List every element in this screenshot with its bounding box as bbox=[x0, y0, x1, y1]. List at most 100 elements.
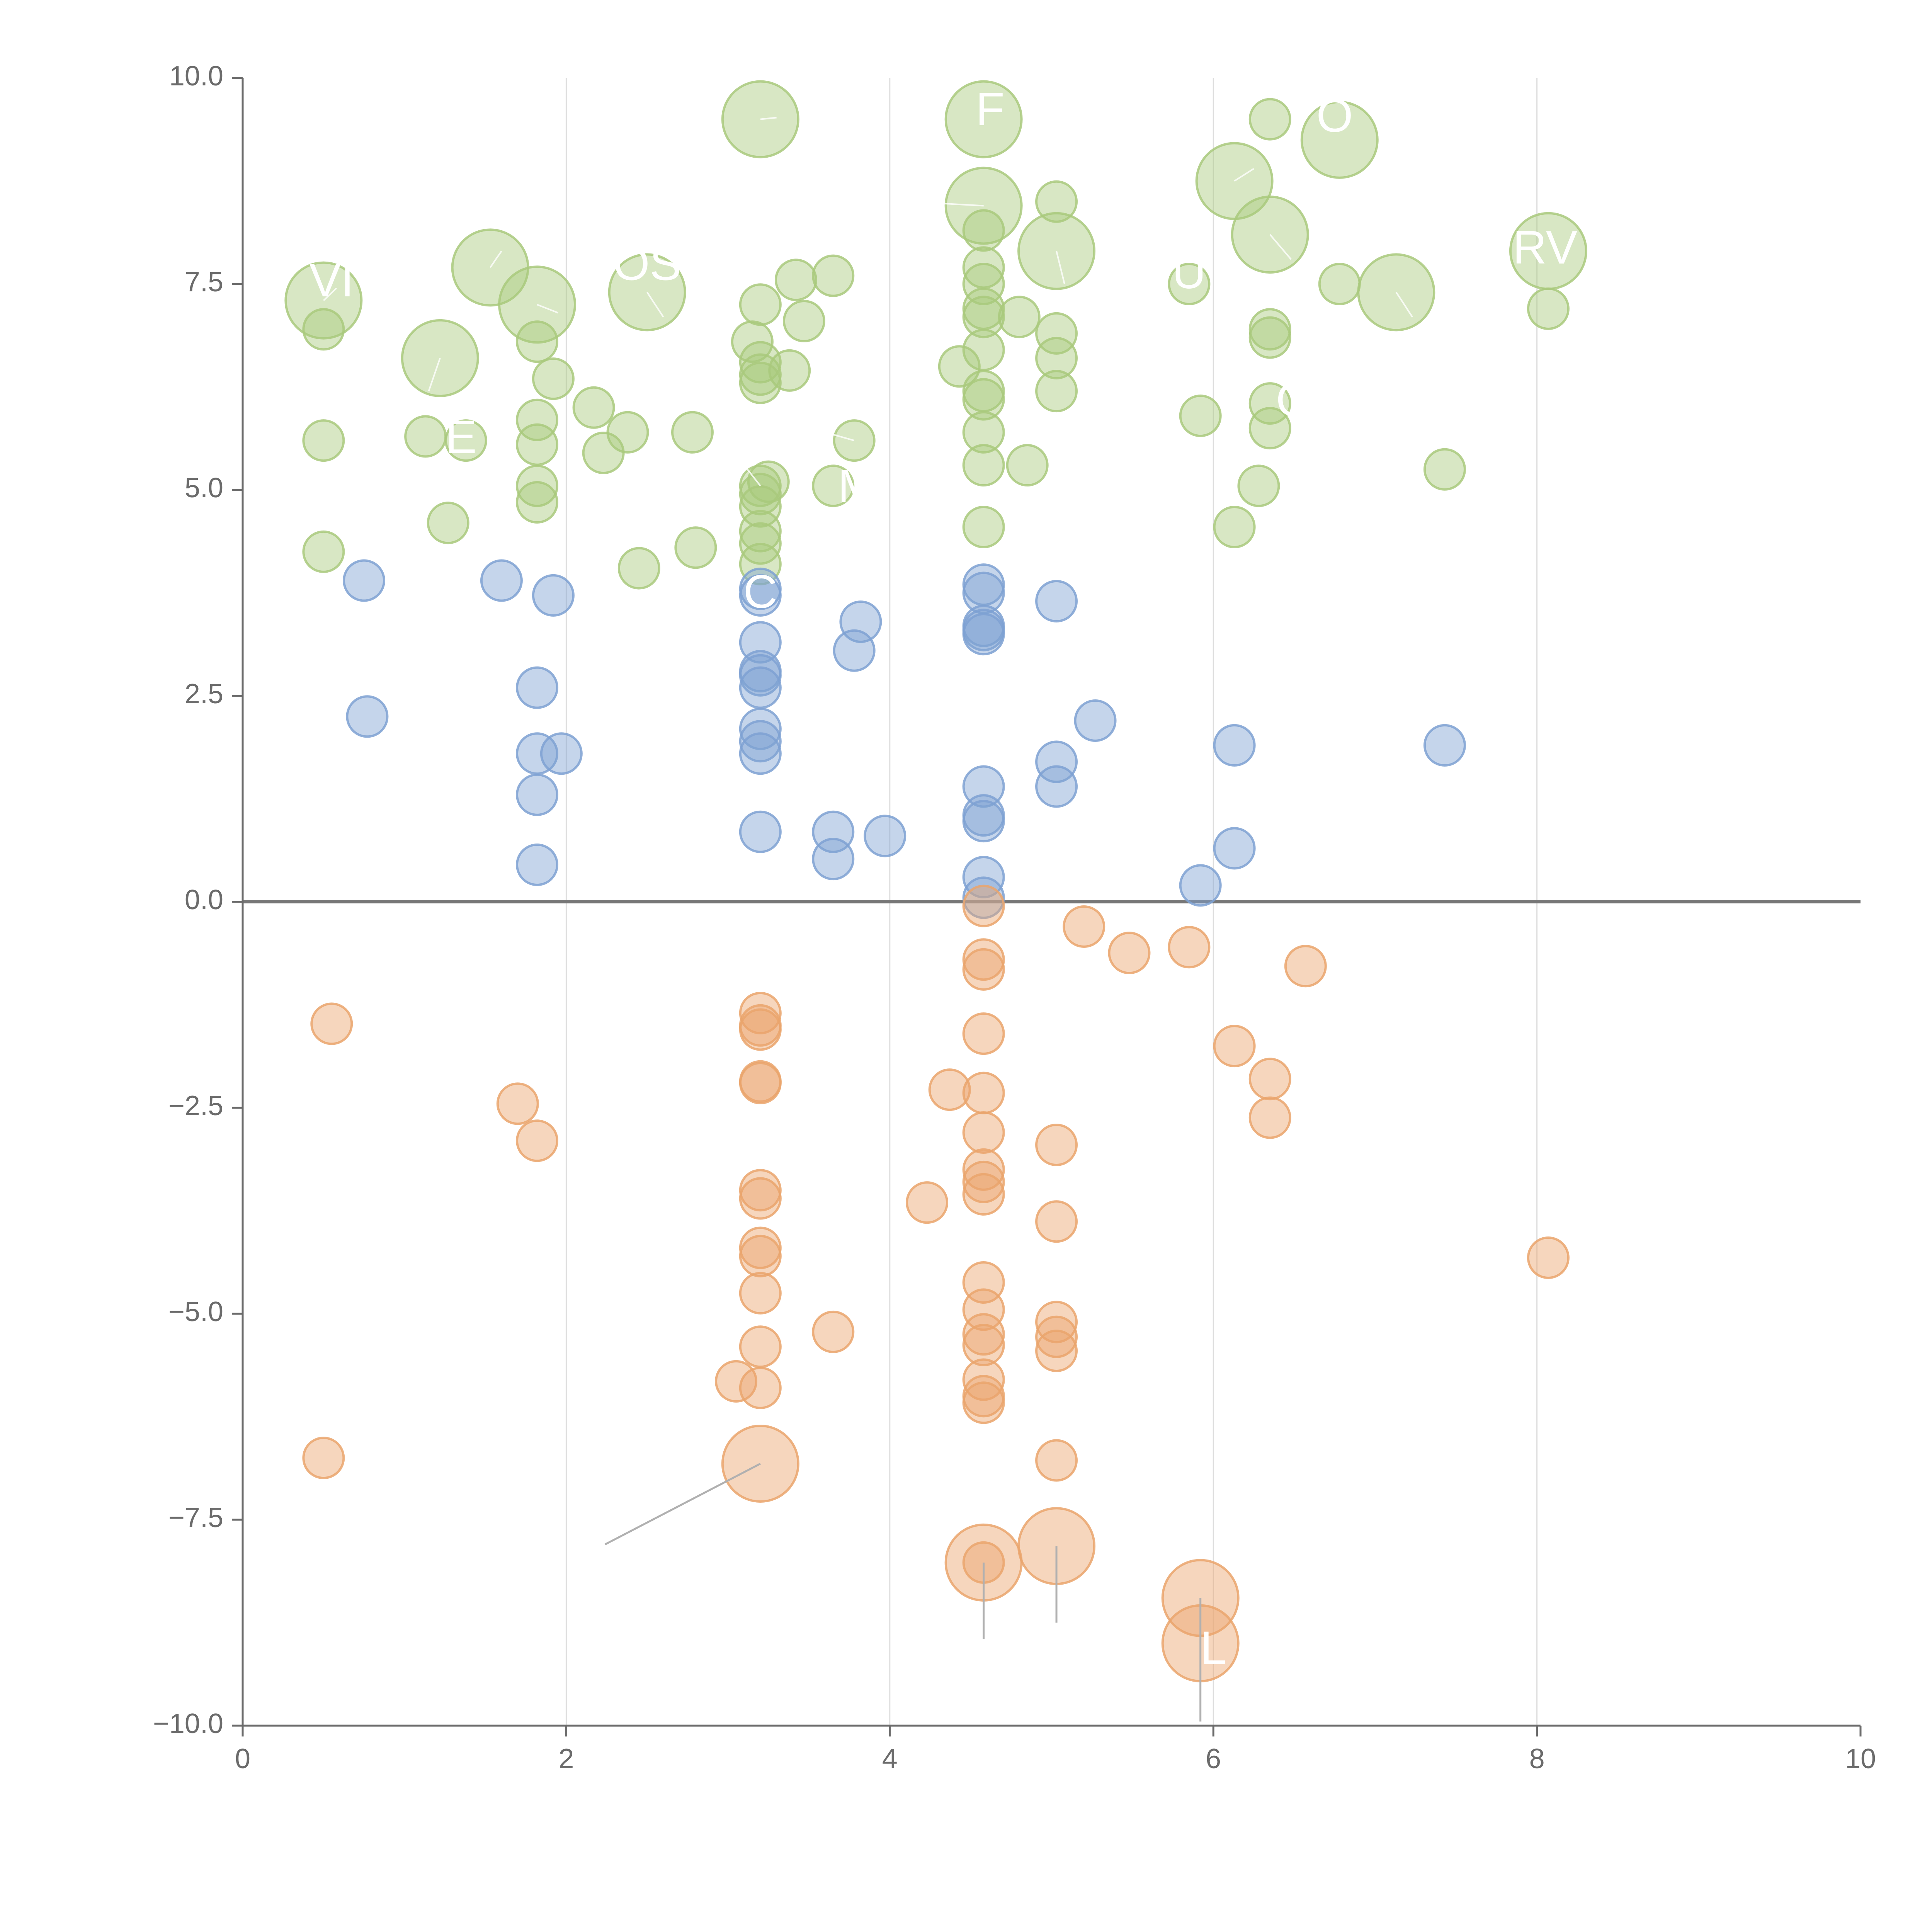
point-low-15 bbox=[739, 1008, 782, 1051]
inner-leader-4 bbox=[1056, 251, 1065, 284]
point-high-78 bbox=[739, 543, 782, 585]
point-low-17 bbox=[1213, 1025, 1256, 1068]
point-high-77 bbox=[302, 530, 345, 573]
annotation-label-10: L bbox=[1200, 1621, 1226, 1674]
point-low-50 bbox=[739, 1366, 782, 1409]
point-mid-13 bbox=[833, 629, 876, 672]
y-tick-label-1: −7.5 bbox=[168, 1502, 223, 1533]
point-high-29 bbox=[302, 308, 345, 351]
point-high-62 bbox=[1423, 448, 1466, 491]
point-mid-25 bbox=[540, 732, 583, 775]
point-high-68 bbox=[739, 473, 782, 515]
point-high-53 bbox=[962, 411, 1005, 454]
point-high-14 bbox=[1248, 98, 1291, 141]
x-tick-label-5: 10 bbox=[1845, 1743, 1876, 1774]
x-tick-label-3: 6 bbox=[1206, 1743, 1221, 1774]
point-high-27 bbox=[998, 296, 1041, 338]
point-low-24 bbox=[1248, 1096, 1291, 1139]
point-high-26 bbox=[962, 296, 1005, 338]
point-mid-20 bbox=[739, 707, 782, 750]
point-high-15 bbox=[1035, 180, 1078, 223]
point-high-76 bbox=[674, 526, 717, 569]
data-points bbox=[284, 80, 1587, 1682]
point-low-54 bbox=[1035, 1439, 1078, 1482]
point-mid-0 bbox=[343, 559, 386, 602]
point-high-72 bbox=[962, 505, 1005, 548]
point-low-23 bbox=[496, 1082, 539, 1125]
point-mid-33 bbox=[739, 810, 782, 853]
x-tick-label-2: 4 bbox=[882, 1743, 898, 1774]
point-mid-37 bbox=[812, 838, 855, 881]
point-low-36 bbox=[739, 1235, 782, 1277]
point-low-32 bbox=[739, 1177, 782, 1220]
point-high-67 bbox=[1237, 464, 1280, 507]
x-tick-label-1: 2 bbox=[558, 1743, 574, 1774]
point-high-22 bbox=[1318, 263, 1361, 305]
inner-leader-7 bbox=[323, 287, 337, 301]
annotation-label-1: O bbox=[1316, 89, 1353, 142]
annotation-label-3: OS bbox=[613, 238, 681, 290]
point-high-32 bbox=[1248, 316, 1291, 359]
point-low-21 bbox=[928, 1068, 971, 1111]
point-low-31 bbox=[962, 1173, 1005, 1216]
point-low-33 bbox=[906, 1181, 949, 1224]
point-high-52 bbox=[671, 411, 714, 454]
point-low-26 bbox=[516, 1119, 559, 1162]
y-tick-label-7: 7.5 bbox=[185, 267, 223, 298]
point-high-18 bbox=[774, 259, 817, 301]
point-mid-36 bbox=[1213, 827, 1256, 870]
point-mid-26 bbox=[739, 732, 782, 775]
point-high-61 bbox=[1006, 444, 1049, 487]
point-mid-40 bbox=[1179, 864, 1222, 907]
point-low-34 bbox=[1035, 1200, 1078, 1243]
y-tick-label-0: −10.0 bbox=[153, 1708, 223, 1739]
point-mid-18 bbox=[346, 695, 389, 738]
point-high-59 bbox=[582, 432, 625, 474]
point-high-48 bbox=[1179, 395, 1222, 437]
point-low-48 bbox=[715, 1360, 758, 1403]
point-high-42 bbox=[739, 361, 782, 404]
point-mid-35 bbox=[864, 815, 906, 857]
point-high-71 bbox=[427, 502, 469, 544]
point-low-22 bbox=[962, 1071, 1005, 1114]
annotation-label-0: F bbox=[976, 83, 1005, 135]
point-low-16 bbox=[962, 1012, 1005, 1055]
point-high-46 bbox=[572, 386, 615, 429]
point-mid-19 bbox=[1074, 699, 1117, 742]
point-low-52 bbox=[962, 1381, 1005, 1424]
point-low-7 bbox=[1168, 926, 1211, 969]
annotation-label-7: O bbox=[1276, 373, 1313, 426]
point-low-27 bbox=[1035, 1123, 1078, 1166]
point-high-28 bbox=[782, 299, 825, 342]
y-tick-label-8: 10.0 bbox=[169, 61, 223, 92]
point-high-69 bbox=[516, 481, 559, 524]
annotation-label-2: VI bbox=[310, 254, 354, 306]
point-low-5 bbox=[962, 884, 1005, 927]
inner-leader-12 bbox=[1234, 168, 1254, 182]
point-low-9 bbox=[962, 938, 1005, 981]
point-low-49 bbox=[962, 1358, 1005, 1401]
point-high-66 bbox=[516, 464, 559, 507]
point-high-1 bbox=[944, 80, 1023, 158]
annotation-label-4: U bbox=[1172, 246, 1206, 298]
point-low-29 bbox=[962, 1160, 1005, 1203]
point-low-10 bbox=[1284, 945, 1327, 988]
point-low-28 bbox=[962, 1148, 1005, 1191]
y-tick-label-6: 5.0 bbox=[185, 473, 223, 503]
annotation-label-5: RV bbox=[1513, 221, 1577, 274]
point-low-45 bbox=[962, 1324, 1005, 1367]
annotation-label-8: M bbox=[838, 460, 877, 512]
annotation-label-6: E bbox=[446, 410, 477, 463]
point-low-11 bbox=[962, 948, 1005, 991]
point-low-41 bbox=[1035, 1301, 1078, 1344]
point-high-55 bbox=[302, 419, 345, 462]
point-high-23 bbox=[739, 283, 782, 326]
point-low-18 bbox=[1248, 1058, 1291, 1100]
point-mid-6 bbox=[739, 574, 782, 617]
annotation-label-9: C bbox=[743, 565, 777, 618]
inner-leader-9 bbox=[743, 464, 761, 486]
point-mid-16 bbox=[516, 666, 559, 709]
point-high-47 bbox=[1248, 382, 1291, 425]
point-low-53 bbox=[302, 1437, 345, 1480]
point-low-39 bbox=[739, 1272, 782, 1315]
